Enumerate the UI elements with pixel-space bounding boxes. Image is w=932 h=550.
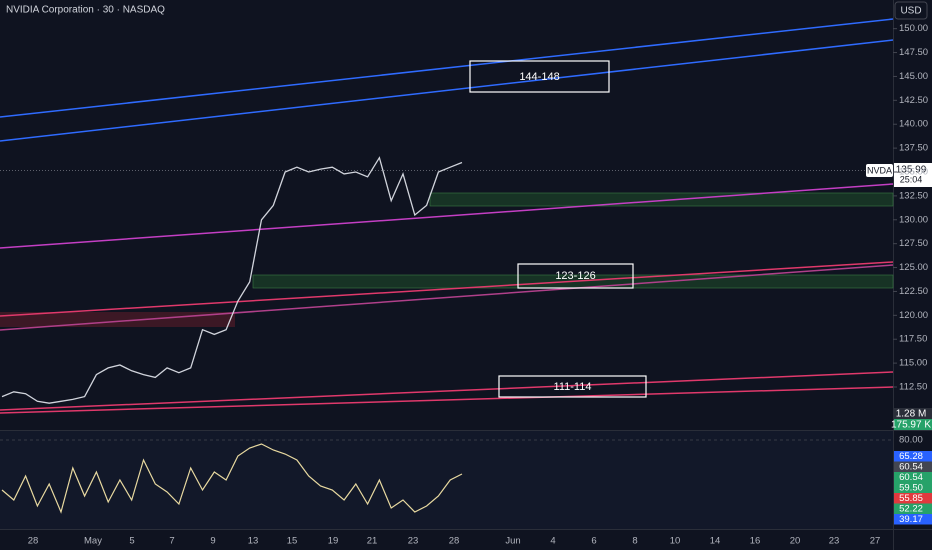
value-badge-label: 55.85 [899, 493, 923, 504]
supply-zone [0, 312, 235, 327]
y-tick-label: 125.00 [899, 262, 928, 273]
value-badge-label: 39.17 [899, 514, 923, 525]
volume-badge [894, 419, 932, 430]
x-tick-label: 7 [169, 536, 174, 547]
y-tick-label: 112.50 [899, 382, 927, 393]
symbol-badge [866, 164, 893, 177]
zone-box [498, 375, 647, 398]
x-tick-label: 28 [449, 536, 460, 547]
value-badge-label: 60.54 [899, 462, 923, 473]
volume-badge [894, 408, 932, 419]
trend-line [0, 386, 894, 414]
trend-line [0, 183, 894, 249]
symbol-badge-label: NVDA [867, 165, 892, 175]
zone-label: 144-148 [519, 71, 559, 83]
x-tick-label: 23 [829, 536, 840, 547]
volume-label: 175.97 K [891, 420, 931, 431]
x-tick-label: 9 [210, 536, 215, 547]
y-tick-label: 137.50 [899, 143, 928, 154]
y-tick-label: 147.50 [899, 47, 928, 58]
value-badge-label: 59.50 [899, 483, 923, 494]
value-badge [894, 482, 932, 493]
value-badge [894, 503, 932, 514]
x-tick-label: 14 [710, 536, 721, 547]
y-tick-label: 132.50 [899, 190, 928, 201]
y-tick-label: 80.00 [899, 435, 923, 446]
x-tick-label: Jun [505, 536, 520, 547]
y-tick-label: 117.50 [899, 334, 927, 345]
x-tick-label: 5 [129, 536, 134, 547]
trend-line [0, 371, 894, 411]
symbol-title[interactable]: NVIDIA Corporation · 30 · NASDAQ [6, 5, 165, 16]
currency-label[interactable]: USD [900, 6, 921, 17]
x-tick-label: 13 [248, 536, 259, 547]
x-tick-label: 23 [408, 536, 419, 547]
lower-pane [0, 431, 893, 529]
y-tick-label: 145.00 [899, 71, 928, 82]
price-line [1, 156, 463, 404]
x-tick-label: 15 [287, 536, 298, 547]
currency-button[interactable] [894, 1, 928, 20]
y-tick-label: 120.00 [899, 310, 928, 321]
value-badge [894, 461, 932, 472]
demand-zone [429, 192, 894, 207]
price-badge [894, 163, 932, 187]
zone-label: 111-114 [554, 381, 592, 393]
x-tick-label: 28 [28, 536, 39, 547]
x-tick-label: 4 [550, 536, 555, 547]
trend-line [0, 39, 894, 142]
x-tick-label: 10 [670, 536, 681, 547]
price-badge-label: 135.99 [896, 165, 927, 176]
value-badge [894, 472, 932, 483]
value-badge-label: 52.22 [899, 504, 923, 515]
volume-label: 1.28 M [896, 409, 927, 420]
oscillator-line [1, 443, 463, 514]
x-tick-label: 27 [870, 536, 881, 547]
zone-box [517, 263, 634, 289]
y-tick-label: 127.50 [899, 238, 928, 249]
value-badge [894, 451, 932, 462]
value-badge-label: 60.54 [899, 472, 923, 483]
y-tick-label: 150.00 [899, 23, 928, 34]
zone-box [469, 60, 610, 93]
x-tick-label: 6 [591, 536, 596, 547]
value-badge [894, 493, 932, 504]
y-tick-label: 140.00 [899, 119, 928, 130]
x-tick-label: 19 [328, 536, 339, 547]
y-tick-label: 142.50 [899, 95, 928, 106]
trend-line [0, 261, 894, 317]
y-tick-label: 130.00 [899, 214, 928, 225]
y-tick-label: 135.00 [899, 167, 928, 178]
y-tick-label: 122.50 [899, 286, 928, 297]
x-tick-label: May [84, 536, 102, 547]
x-tick-label: 20 [790, 536, 801, 547]
countdown-label: 25:04 [900, 174, 923, 184]
trend-line [0, 264, 894, 331]
x-tick-label: 16 [750, 536, 761, 547]
value-badge-label: 65.28 [899, 451, 923, 462]
trend-line [0, 18, 894, 118]
x-tick-label: 21 [367, 536, 378, 547]
y-tick-label: 115.00 [899, 358, 927, 369]
x-tick-label: 8 [632, 536, 637, 547]
value-badge [894, 514, 932, 525]
zone-label: 123-126 [555, 270, 595, 282]
